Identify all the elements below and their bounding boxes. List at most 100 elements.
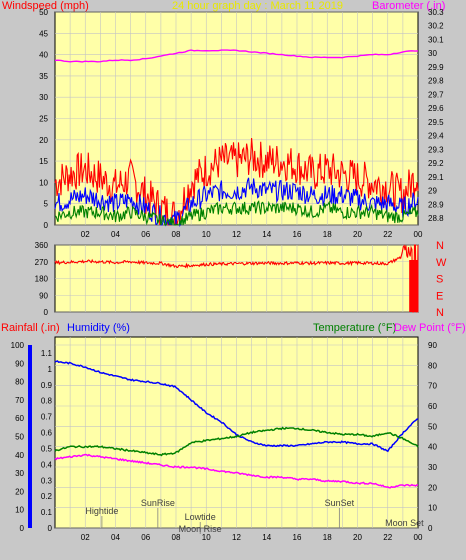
bot-x-tick: 08	[172, 533, 181, 542]
top-x-tick: 08	[172, 230, 181, 239]
compass-label: N	[436, 307, 444, 319]
top-y-right-tick: 28.9	[428, 200, 444, 209]
top-x-tick: 02	[81, 230, 90, 239]
top-x-tick: 14	[262, 230, 271, 239]
temperature-label: Temperature (°F)	[313, 322, 396, 334]
event-label: Lowtide	[185, 512, 216, 522]
bot-x-tick: 16	[293, 533, 302, 542]
top-y-right-tick: 28.8	[428, 214, 444, 223]
top-y-right-tick: 29.9	[428, 63, 444, 72]
bot-y-right-tick: 0	[428, 524, 433, 533]
top-x-tick: 16	[293, 230, 302, 239]
top-right-label: Barometer (.in)	[372, 0, 445, 12]
top-y-left-tick: 10	[39, 178, 48, 187]
humidity-axis-bar	[28, 345, 32, 528]
top-x-tick: 10	[202, 230, 211, 239]
top-x-tick: 12	[232, 230, 241, 239]
wind-direction-bar	[414, 260, 419, 312]
top-x-tick: 00	[414, 230, 423, 239]
rain-y-tick: 0.8	[41, 397, 53, 406]
top-y-right-tick: 29.8	[428, 77, 444, 86]
bot-x-tick: 10	[202, 533, 211, 542]
top-y-right-tick: 30.2	[428, 22, 444, 31]
dir-y-tick: 180	[35, 275, 49, 284]
top-title: 24 hour graph day : March 11 2019	[172, 0, 343, 12]
top-y-right-tick: 29.5	[428, 118, 444, 127]
rain-y-tick: 0.4	[41, 460, 53, 469]
top-y-right-tick: 29.2	[428, 159, 444, 168]
bottom-chart: 010203040506070809000.10.20.30.40.50.60.…	[11, 336, 437, 542]
top-x-tick: 04	[111, 230, 120, 239]
top-y-right-tick: 30	[428, 49, 437, 58]
bot-y-right-tick: 10	[428, 504, 437, 513]
bot-x-tick: 12	[232, 533, 241, 542]
rain-y-tick: 1.1	[41, 349, 53, 358]
bot-y-right-tick: 50	[428, 422, 437, 431]
rain-y-tick: 0	[48, 524, 53, 533]
humidity-y-tick: 70	[15, 396, 24, 405]
rain-y-tick: 0.5	[41, 444, 53, 453]
bot-x-tick: 20	[353, 533, 362, 542]
wind-average-line	[54, 177, 419, 228]
humidity-label: Humidity (%)	[67, 322, 130, 334]
rain-label: Rainfall (.in)	[1, 322, 60, 334]
rain-y-tick: 0.1	[41, 508, 53, 517]
event-label: Hightide	[85, 506, 118, 516]
rain-y-tick: 0.9	[41, 381, 53, 390]
humidity-y-tick: 100	[11, 341, 25, 350]
compass-label: S	[436, 274, 443, 286]
compass-label: E	[436, 290, 443, 302]
bot-x-tick: 18	[323, 533, 332, 542]
dir-y-tick: 0	[44, 308, 49, 317]
wind-minimum-line	[54, 200, 419, 226]
top-y-left-tick: 50	[39, 8, 48, 17]
humidity-y-tick: 60	[15, 414, 24, 423]
humidity-y-tick: 90	[15, 359, 24, 368]
humidity-y-tick: 20	[15, 487, 24, 496]
top-y-right-tick: 29.6	[428, 104, 444, 113]
bot-x-tick: 06	[141, 533, 150, 542]
bot-y-right-tick: 60	[428, 402, 437, 411]
bot-y-right-tick: 80	[428, 361, 437, 370]
top-y-left-tick: 30	[39, 93, 48, 102]
top-chart: 0 5 10 15 20 25 30 35 40 45 50 28.8 28.9 29 29.1 29.2 29…	[39, 8, 444, 239]
top-y-left-tick: 5	[44, 200, 49, 209]
event-label: SunSet	[325, 498, 355, 508]
top-y-right-tick: 29.1	[428, 173, 444, 182]
top-x-tick: 22	[383, 230, 392, 239]
event-label: SunRise	[141, 498, 175, 508]
bot-x-tick: 04	[111, 533, 120, 542]
wind-direction-line	[54, 244, 419, 313]
barometer-line	[54, 49, 419, 63]
top-y-left-tick: 20	[39, 136, 48, 145]
top-y-left-tick: 15	[39, 157, 48, 166]
top-y-right-tick: 29.4	[428, 132, 444, 141]
bot-x-tick: 00	[414, 533, 423, 542]
dew-point-line	[54, 453, 419, 489]
dir-y-tick: 90	[39, 291, 48, 300]
rain-y-tick: 0.3	[41, 476, 53, 485]
humidity-line	[54, 360, 419, 453]
top-y-right-tick: 29.7	[428, 90, 444, 99]
rain-y-tick: 0.7	[41, 413, 53, 422]
humidity-y-tick: 0	[20, 524, 25, 533]
top-y-right-tick: 29	[428, 187, 437, 196]
top-x-tick: 06	[141, 230, 150, 239]
rain-y-tick: 1	[48, 365, 53, 374]
dir-y-tick: 360	[35, 241, 49, 250]
humidity-y-tick: 80	[15, 378, 24, 387]
humidity-y-tick: 40	[15, 451, 24, 460]
wind-direction-bar	[409, 260, 414, 312]
top-y-left-tick: 25	[39, 115, 48, 124]
top-y-left-tick: 40	[39, 51, 48, 60]
bot-y-right-tick: 70	[428, 382, 437, 391]
humidity-y-tick: 50	[15, 433, 24, 442]
bot-x-tick: 22	[383, 533, 392, 542]
humidity-y-tick: 10	[15, 506, 24, 515]
event-label: Moon Rise	[179, 524, 222, 534]
wind-direction-bar	[412, 260, 417, 312]
top-y-right-tick: 29.3	[428, 145, 444, 154]
compass-label: W	[436, 257, 447, 269]
bot-y-right-tick: 30	[428, 463, 437, 472]
temperature-line	[54, 426, 419, 457]
